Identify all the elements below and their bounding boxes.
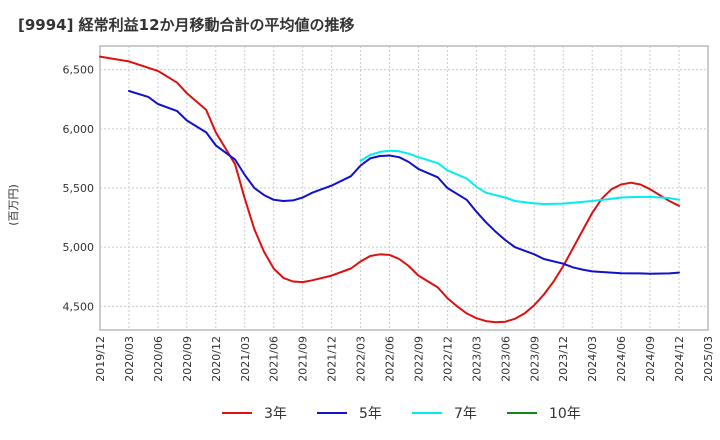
- legend-label: 7年: [454, 406, 477, 422]
- x-tick-label: 2021/12: [326, 336, 339, 382]
- legend-label: 3年: [264, 406, 287, 422]
- x-tick-label: 2023/03: [470, 336, 483, 382]
- y-tick-label: 6,000: [63, 123, 95, 136]
- y-axis-label: (百万円): [7, 184, 20, 226]
- series-lines: [99, 55, 680, 324]
- y-tick-label: 5,000: [63, 241, 95, 254]
- x-tick-label: 2021/09: [297, 336, 310, 382]
- y-tick-label: 6,500: [63, 64, 95, 77]
- x-tick-label: 2020/06: [152, 336, 165, 382]
- x-tick-label: 2024/06: [615, 336, 628, 382]
- series-line: [359, 149, 680, 205]
- series-line: [128, 90, 680, 275]
- x-axis-ticks: 2019/12 2020/03 2020/06 2020/09 2020/12 2021/…: [94, 336, 715, 382]
- x-tick-label: 2019/12: [94, 336, 107, 382]
- x-tick-label: 2024/09: [644, 336, 657, 382]
- legend-label: 10年: [549, 406, 581, 422]
- legend-label: 5年: [359, 406, 382, 422]
- y-tick-label: 4,500: [63, 300, 95, 313]
- x-tick-label: 2022/03: [355, 336, 368, 382]
- chart-title: [9994] 経常利益12か月移動合計の平均値の推移: [18, 16, 355, 34]
- x-tick-label: 2022/09: [412, 336, 425, 382]
- x-tick-label: 2023/09: [528, 336, 541, 382]
- x-tick-label: 2021/06: [268, 336, 281, 382]
- legend: 3年 5年 7年 10年: [222, 406, 581, 422]
- x-tick-label: 2022/06: [384, 336, 397, 382]
- x-tick-label: 2024/03: [586, 336, 599, 382]
- y-tick-label: 5,500: [63, 182, 95, 195]
- x-tick-label: 2020/03: [123, 336, 136, 382]
- x-tick-label: 2024/12: [673, 336, 686, 382]
- x-tick-label: 2020/12: [210, 336, 223, 382]
- x-tick-label: 2022/12: [441, 336, 454, 382]
- x-tick-label: 2023/12: [557, 336, 570, 382]
- x-tick-label: 2020/09: [181, 336, 194, 382]
- x-tick-label: 2025/03: [702, 336, 715, 382]
- y-axis-ticks: 4,500 5,000 5,500 6,000 6,500: [63, 64, 95, 314]
- x-tick-label: 2023/06: [499, 336, 512, 382]
- x-tick-label: 2021/03: [239, 336, 252, 382]
- series-line: [99, 55, 680, 324]
